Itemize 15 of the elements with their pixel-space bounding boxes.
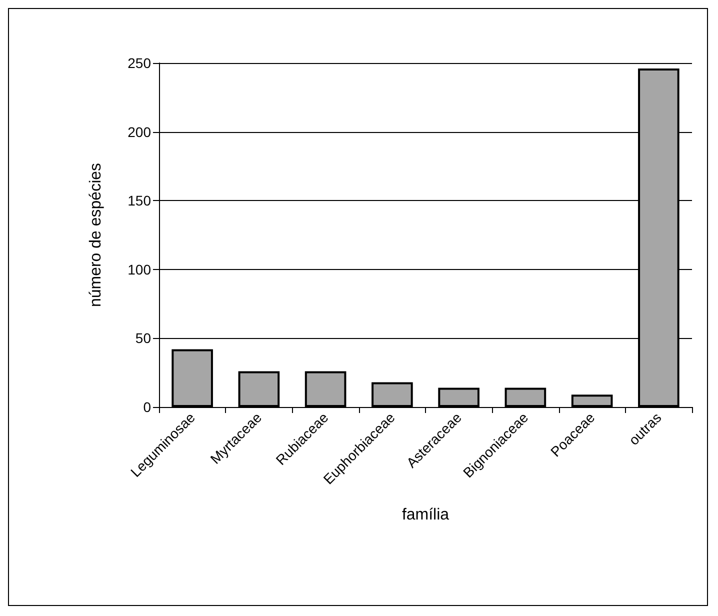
bar	[372, 382, 413, 407]
y-tick-label: 150	[128, 192, 152, 209]
bar	[172, 349, 213, 407]
y-tick-label: 0	[143, 399, 152, 415]
bar	[304, 371, 346, 407]
y-tick-label: 50	[135, 330, 152, 346]
x-axis-title: família	[402, 506, 450, 524]
bar	[571, 394, 613, 407]
bar	[238, 371, 280, 407]
bar	[504, 388, 546, 407]
y-tick-label: 200	[128, 124, 152, 140]
y-tick-label: 100	[128, 261, 152, 278]
y-tick-label: 250	[128, 55, 152, 71]
y-axis-title: número de espécies	[88, 162, 104, 308]
bar	[438, 388, 480, 407]
